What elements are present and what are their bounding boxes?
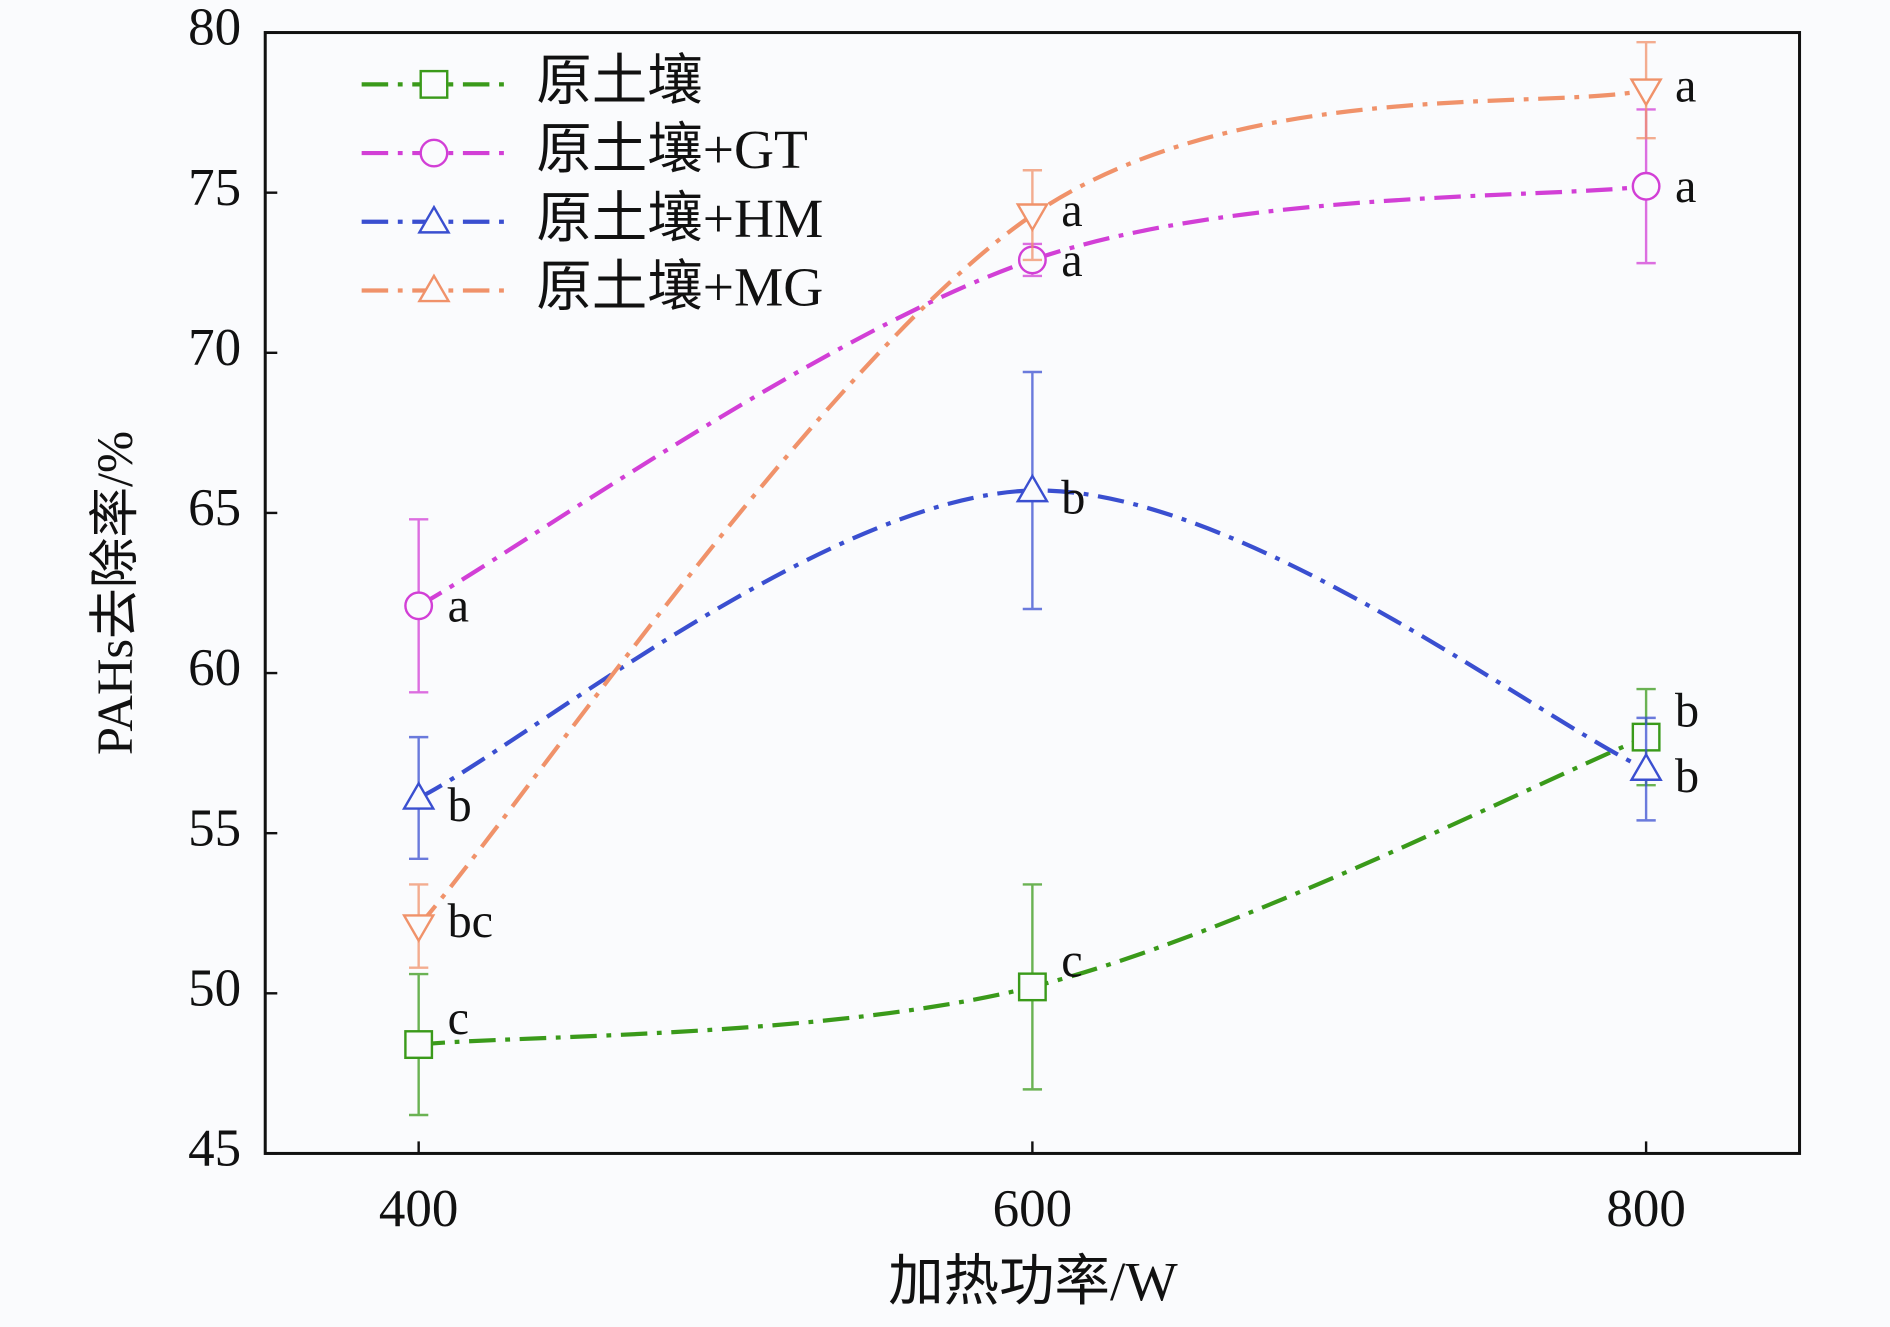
- legend-marker: [417, 204, 451, 234]
- legend-marker: [419, 69, 449, 99]
- y-tick-label: 60: [188, 639, 241, 697]
- y-tick-label: 65: [188, 479, 241, 537]
- legend-label: 原土壤+MG: [536, 257, 823, 318]
- marker: [404, 591, 434, 621]
- series-line: [417, 184, 1647, 608]
- significance-letter: a: [1675, 160, 1696, 213]
- marker: [1629, 78, 1663, 108]
- y-axis-label: PAHs去除率/%: [87, 431, 143, 755]
- y-tick-label: 55: [188, 799, 241, 857]
- significance-letter: a: [1061, 234, 1082, 287]
- legend-label: 原土壤+HM: [536, 188, 823, 249]
- marker: [1631, 171, 1661, 201]
- x-tick-label: 400: [379, 1180, 459, 1238]
- marker: [404, 1030, 434, 1060]
- marker: [401, 780, 436, 810]
- marker: [1015, 203, 1050, 233]
- significance-letter: c: [448, 992, 469, 1045]
- legend-marker: [419, 138, 449, 168]
- y-tick-label: 45: [188, 1120, 241, 1178]
- legend-label: 原土壤+GT: [536, 119, 807, 180]
- significance-letter: b: [1675, 750, 1699, 803]
- x-tick-label: 800: [1606, 1180, 1686, 1238]
- series-line: [417, 88, 1647, 928]
- marker: [1017, 972, 1047, 1002]
- y-tick-label: 80: [188, 0, 241, 57]
- significance-letter: b: [1061, 472, 1085, 525]
- legend-marker: [417, 273, 451, 303]
- significance-letter: c: [1061, 934, 1082, 987]
- significance-letter: b: [1675, 684, 1699, 737]
- significance-letter: a: [1675, 59, 1696, 112]
- significance-letter: a: [448, 580, 469, 633]
- marker: [1015, 473, 1050, 503]
- x-tick-label: 600: [993, 1180, 1073, 1238]
- significance-letter: a: [1061, 184, 1082, 237]
- significance-letter: b: [448, 779, 472, 832]
- significance-letter: bc: [448, 895, 494, 948]
- y-tick-label: 70: [188, 319, 241, 377]
- legend-label: 原土壤: [536, 50, 702, 111]
- y-tick-label: 75: [188, 159, 241, 217]
- marker: [401, 914, 436, 944]
- y-tick-label: 50: [188, 959, 241, 1017]
- marker: [1629, 752, 1663, 781]
- x-axis-label: 加热功率/W: [888, 1251, 1178, 1312]
